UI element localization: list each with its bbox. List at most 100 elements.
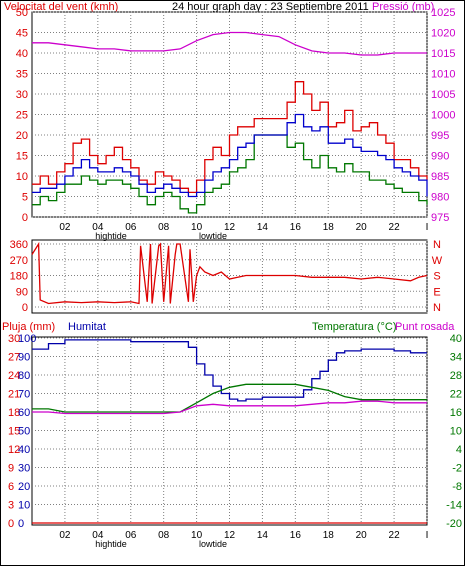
pressure-y-tick-label: 1010 (431, 69, 455, 81)
temperature-y-tick-label: 40 (450, 333, 462, 345)
temperature-y-tick-label: 4 (456, 444, 462, 456)
low-series-line (32, 134, 428, 214)
pressure-y-tick-label: 1005 (431, 89, 455, 101)
tide-label: hightide (95, 231, 127, 241)
wind-x-tick-label: 20 (356, 222, 368, 233)
wind-x-tick-label: 02 (59, 222, 71, 233)
dew-axis-title: Punt rosada (395, 321, 455, 333)
humidity-y-tick-label: 50 (18, 426, 30, 438)
temperature-y-tick-label: 10 (450, 426, 462, 438)
pressure-y-tick-label: 1020 (431, 28, 455, 40)
humidity-y-tick-label: 60 (18, 407, 30, 419)
wind-x-tick-label: 22 (389, 222, 401, 233)
wind-y-tick-label: 20 (16, 130, 28, 142)
pressure-series-line (32, 31, 427, 56)
wind-x-tick-label: 12 (224, 222, 236, 233)
humidity-axis-title: Humitat (68, 321, 106, 333)
graph-title: 24 hour graph day : 23 Septiembre 2011 (172, 1, 369, 13)
rain-axis-title: Pluja (mm) (2, 321, 55, 333)
climate-x-tick-label: I (426, 530, 429, 541)
temperature-y-tick-label: 28 (450, 370, 462, 382)
wind-y-tick-label: 15 (16, 151, 28, 163)
climate-x-tick-label: 20 (356, 530, 368, 541)
tide-label: hightide (95, 539, 127, 549)
temperature-y-tick-label: -20 (446, 518, 462, 530)
wind-y-tick-label: 25 (16, 110, 28, 122)
humidity-y-tick-label: 100 (18, 333, 36, 345)
wind-x-tick-label: 18 (323, 222, 335, 233)
direction-y-tick-label: 360 (10, 239, 28, 251)
wind-y-tick-label: 5 (22, 192, 28, 204)
climate-x-tick-label: 22 (389, 530, 401, 541)
wind-y-tick-label: 10 (16, 171, 28, 183)
climate-x-tick-label: 02 (59, 530, 71, 541)
compass-letter-label: N (433, 302, 441, 314)
humidity-y-tick-label: 90 (18, 352, 30, 364)
rain-y-tick-label: 12 (8, 444, 20, 456)
wind-x-tick-label: 10 (191, 222, 203, 233)
pressure-y-tick-label: 995 (431, 130, 449, 142)
climate-x-tick-label: 18 (323, 530, 335, 541)
wind-y-tick-label: 0 (22, 212, 28, 224)
wind-y-tick-label: 35 (16, 69, 28, 81)
direction-y-tick-label: 180 (10, 271, 28, 283)
wind-y-tick-label: 40 (16, 48, 28, 60)
climate-x-tick-label: 06 (125, 530, 137, 541)
rain-y-tick-label: 9 (8, 463, 14, 475)
rain-y-tick-label: 27 (8, 352, 20, 364)
pressure-axis-title: Pressió (mb) (372, 1, 434, 13)
humidity-y-tick-label: 40 (18, 444, 30, 456)
rain-y-tick-label: 30 (8, 333, 20, 345)
tick-labels-layer: 0510152025303540455097598098599099510001… (8, 7, 462, 549)
tide-label: lowtide (199, 231, 227, 241)
direction-y-tick-label: 270 (10, 255, 28, 267)
gust-series-line (32, 81, 428, 194)
compass-letter-label: W (432, 255, 443, 267)
temperature-y-tick-label: -14 (446, 500, 462, 512)
pressure-y-tick-label: 980 (431, 192, 449, 204)
series-layer (31, 31, 428, 524)
compass-letter-label: S (433, 271, 440, 283)
pressure-y-tick-label: 985 (431, 171, 449, 183)
punt-rosada-series-line (32, 400, 427, 415)
climate-x-tick-label: 14 (257, 530, 269, 541)
humidity-y-tick-label: 30 (18, 463, 30, 475)
direction-y-tick-label: 0 (22, 302, 28, 314)
climate-x-tick-label: 16 (290, 530, 302, 541)
climate-x-tick-label: 04 (92, 530, 104, 541)
rain-y-tick-label: 24 (8, 370, 20, 382)
wind-x-tick-label: I (426, 222, 429, 233)
tide-label: lowtide (199, 539, 227, 549)
temperature-y-tick-label: -8 (452, 481, 462, 493)
pressure-y-tick-label: 975 (431, 212, 449, 224)
humidity-y-tick-label: 0 (18, 518, 24, 530)
pressure-y-tick-label: 990 (431, 151, 449, 163)
rain-y-tick-label: 6 (8, 481, 14, 493)
rain-y-tick-label: 21 (8, 389, 20, 401)
humitat-series-line (32, 339, 427, 402)
direction-y-tick-label: 90 (16, 286, 28, 298)
wind-x-tick-label: 16 (290, 222, 302, 233)
wind-y-tick-label: 45 (16, 28, 28, 40)
rain-y-tick-label: 18 (8, 407, 20, 419)
rain-y-tick-label: 3 (8, 500, 14, 512)
temperature-y-tick-label: 16 (450, 407, 462, 419)
compass-letter-label: N (433, 239, 441, 251)
humidity-y-tick-label: 80 (18, 370, 30, 382)
humidity-y-tick-label: 10 (18, 500, 30, 512)
wind-x-tick-label: 06 (125, 222, 137, 233)
temperatura-series-line (32, 383, 427, 413)
pressure-y-tick-label: 1025 (431, 7, 455, 19)
average-series-line (32, 113, 428, 198)
direction-series-line (31, 241, 428, 305)
pressure-y-tick-label: 1015 (431, 48, 455, 60)
temperature-y-tick-label: 22 (450, 389, 462, 401)
compass-letter-label: E (433, 286, 440, 298)
wind-x-tick-label: 04 (92, 222, 104, 233)
wind-x-tick-label: 08 (158, 222, 170, 233)
humidity-y-tick-label: 70 (18, 389, 30, 401)
rain-y-tick-label: 15 (8, 426, 20, 438)
